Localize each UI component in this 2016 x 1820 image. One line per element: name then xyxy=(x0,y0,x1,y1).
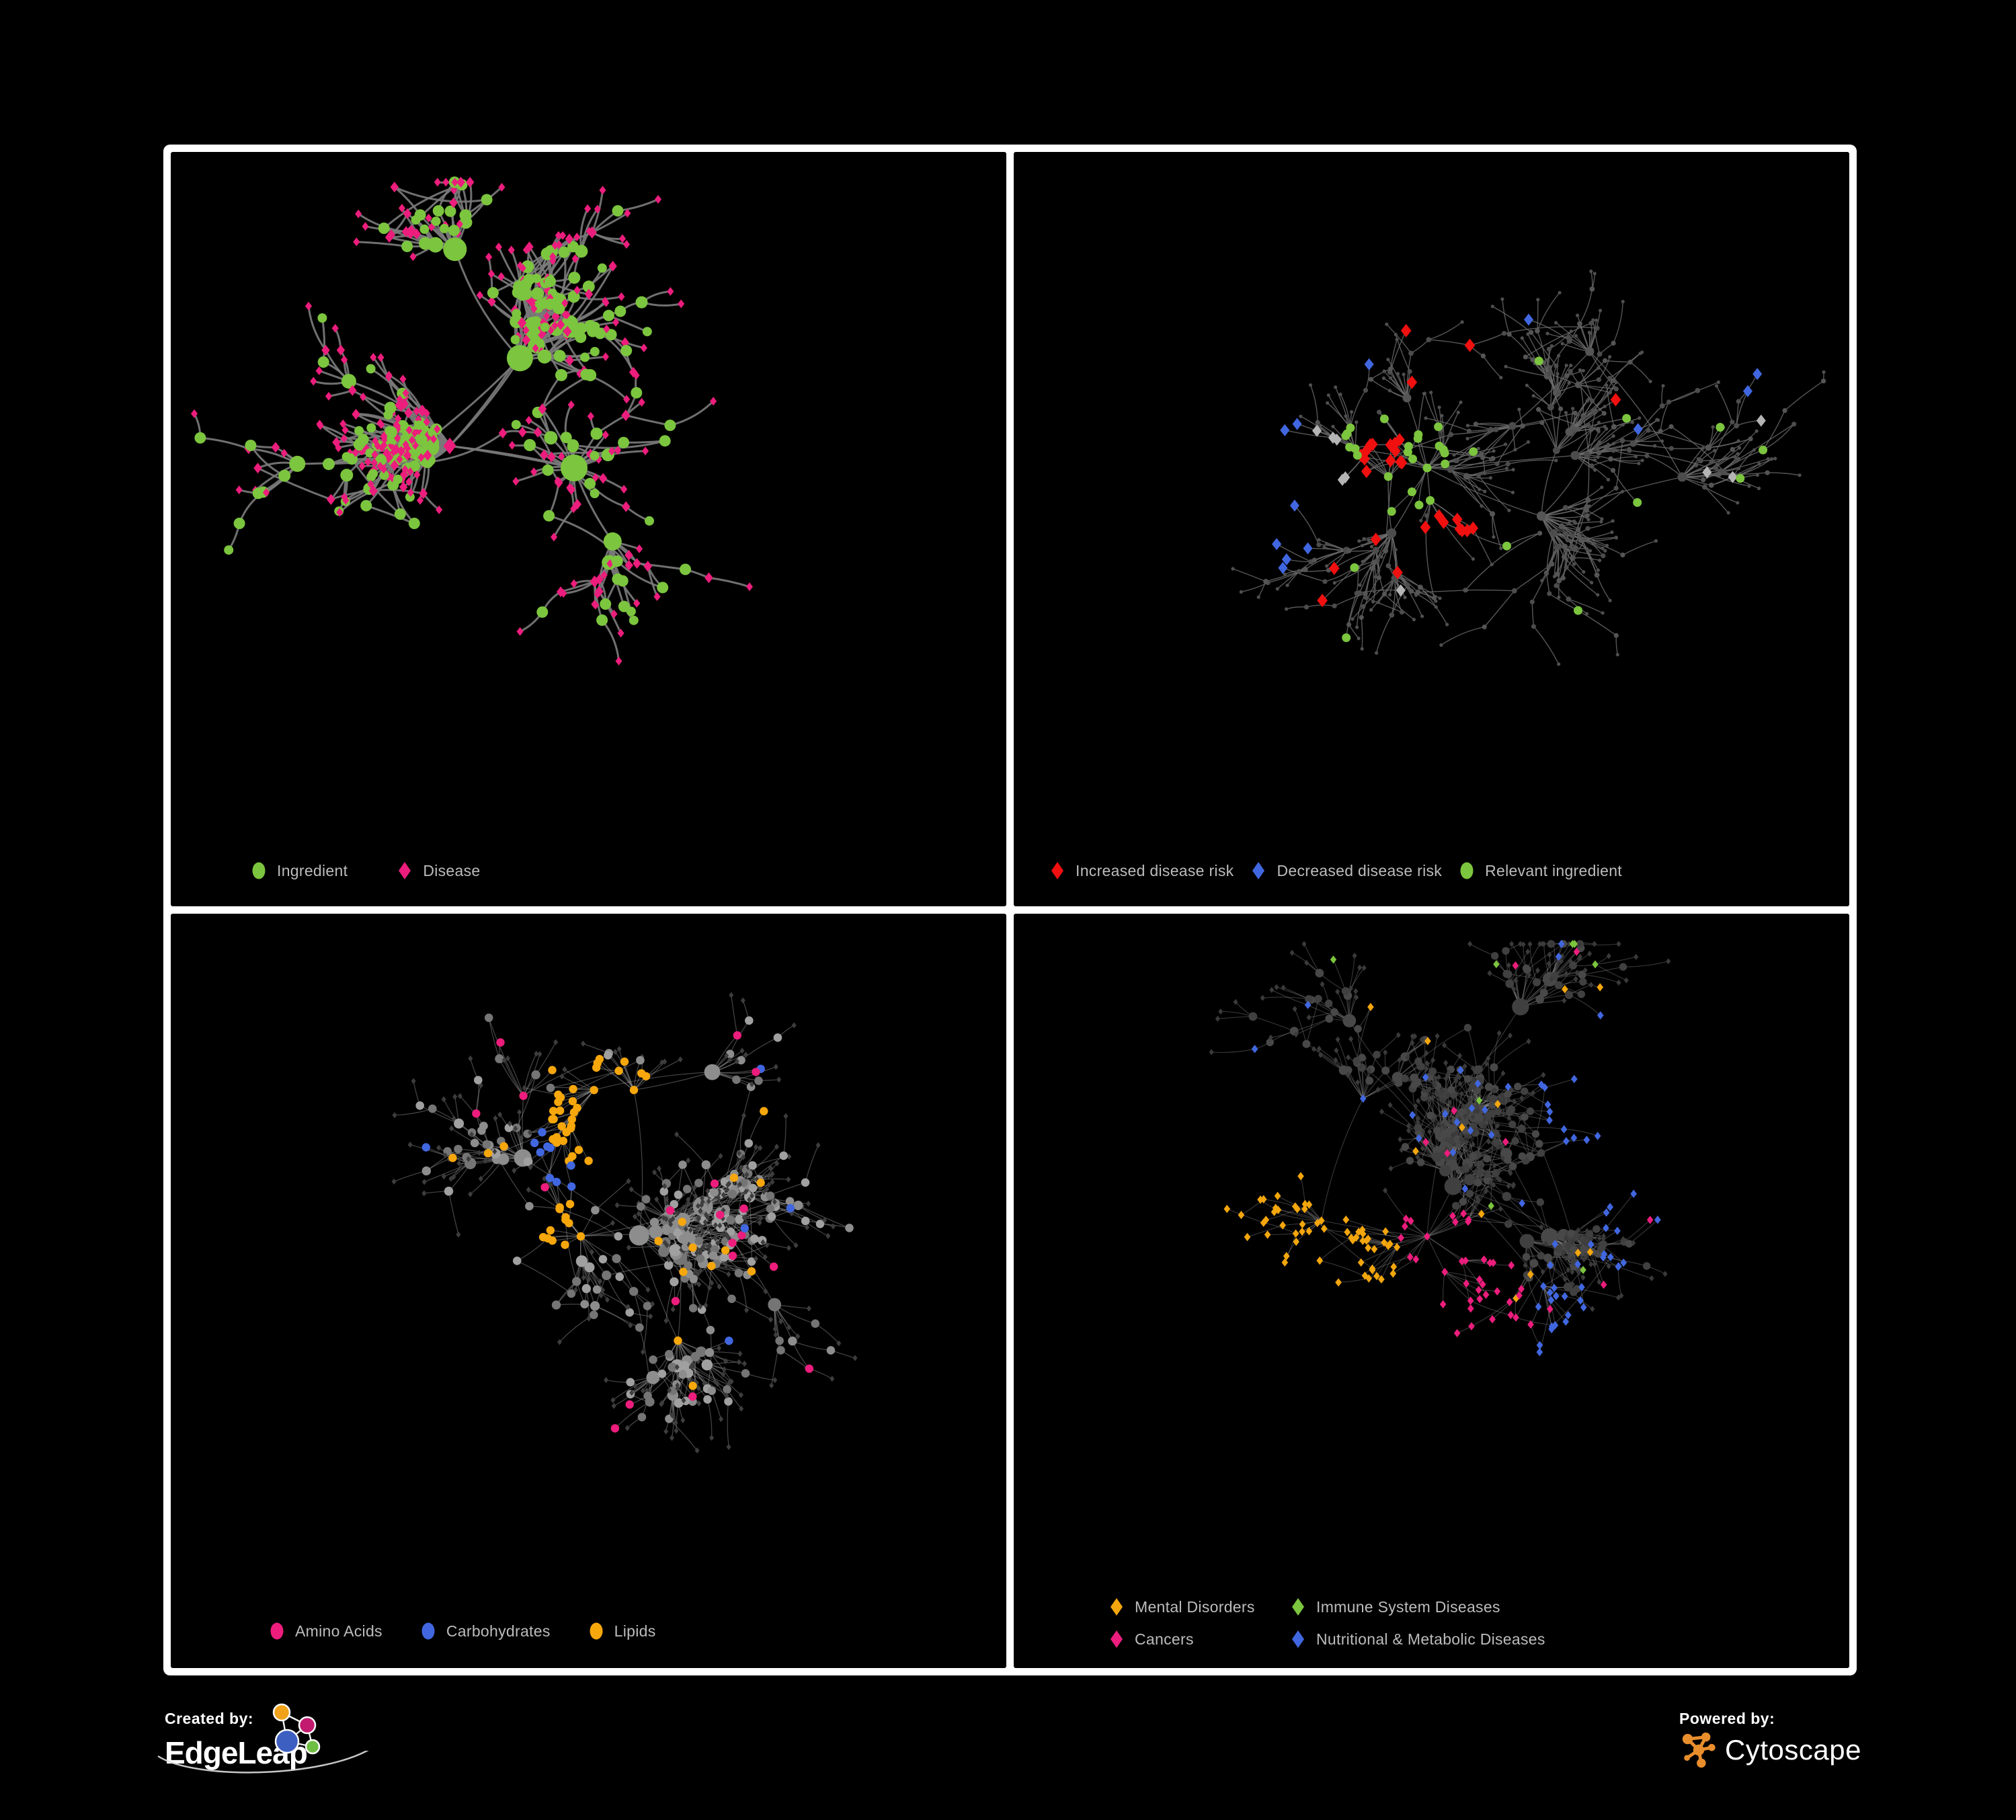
legend-label: Immune System Diseases xyxy=(1316,1597,1500,1616)
legend-label: Nutritional & Metabolic Diseases xyxy=(1316,1630,1545,1648)
relevant-ingredient-swatch-icon xyxy=(1458,861,1476,881)
lipids-swatch-icon xyxy=(588,1621,605,1641)
edgeleap-green-node xyxy=(305,1739,321,1755)
powered-by-block: Powered by: Cytoscape xyxy=(1679,1710,1861,1770)
decreased-risk-swatch-icon xyxy=(1250,861,1267,881)
legend-label: Decreased disease risk xyxy=(1277,861,1443,879)
legend-item: Relevant ingredient xyxy=(1458,861,1622,881)
legend-label: Disease xyxy=(423,861,481,879)
disease-risk-graph xyxy=(1231,269,1826,666)
edgeleap-blue-node xyxy=(274,1729,300,1754)
legend-item: Ingredient xyxy=(250,861,348,881)
edgeleap-swoosh-icon xyxy=(157,1751,369,1774)
legend-nutrient-classes: Amino Acids Carbohydrates Lipids xyxy=(268,1621,656,1641)
legend-item: Nutritional & Metabolic Diseases xyxy=(1289,1629,1545,1649)
powered-by-label: Powered by: xyxy=(1679,1710,1775,1727)
legend-item: Mental Disorders xyxy=(1108,1597,1289,1617)
legend-item: Carbohydrates xyxy=(419,1621,551,1641)
legend-ingredient-disease: Ingredient Disease xyxy=(250,861,481,881)
legend-item: Amino Acids xyxy=(268,1621,382,1641)
ingredient-swatch-icon xyxy=(250,861,268,881)
four-panel-frame: Ingredient Disease Increased disease ris… xyxy=(163,145,1857,1675)
amino-acids-swatch-icon xyxy=(268,1621,286,1641)
legend-disease-categories: Mental Disorders Immune System Diseases … xyxy=(1108,1597,1545,1649)
legend-label: Lipids xyxy=(614,1622,656,1640)
legend-item: Lipids xyxy=(588,1621,656,1641)
legend-item: Decreased disease risk xyxy=(1250,861,1442,881)
increased-risk-swatch-icon xyxy=(1049,861,1066,881)
panel-ingredient-disease: Ingredient Disease xyxy=(171,152,1006,906)
edgeleap-network-icon xyxy=(272,1703,321,1755)
legend-item: Increased disease risk xyxy=(1049,861,1234,881)
created-by-block: Created by: EdgeLeap xyxy=(157,1703,369,1778)
nutrient-class-graph xyxy=(391,992,858,1454)
cytoscape-wordmark: Cytoscape xyxy=(1725,1734,1861,1766)
legend-label: Mental Disorders xyxy=(1135,1597,1255,1616)
legend-disease-risk: Increased disease risk Decreased disease… xyxy=(1049,861,1622,881)
carbohydrates-swatch-icon xyxy=(419,1621,437,1641)
legend-label: Relevant ingredient xyxy=(1485,861,1622,879)
edgeleap-brand: EdgeLeap xyxy=(157,1703,369,1778)
panel-nutrient-classes: Amino Acids Carbohydrates Lipids xyxy=(171,914,1006,1668)
legend-label: Amino Acids xyxy=(295,1622,382,1640)
ingredient-disease-graph xyxy=(190,176,753,666)
immune-diseases-swatch-icon xyxy=(1289,1597,1307,1617)
edgeleap-magenta-node xyxy=(298,1716,317,1735)
mental-disorders-swatch-icon xyxy=(1108,1597,1125,1617)
created-by-label: Created by: xyxy=(165,1710,254,1727)
panel-disease-categories: Mental Disorders Immune System Diseases … xyxy=(1014,914,1849,1668)
nutritional-metabolic-swatch-icon xyxy=(1289,1629,1307,1649)
legend-item: Cancers xyxy=(1108,1629,1289,1649)
cancers-swatch-icon xyxy=(1108,1629,1125,1649)
legend-label: Ingredient xyxy=(277,861,348,879)
disease-swatch-icon xyxy=(396,861,413,881)
disease-category-graph xyxy=(1209,939,1671,1357)
legend-item: Immune System Diseases xyxy=(1289,1597,1545,1617)
cytoscape-logo-icon xyxy=(1682,1732,1716,1768)
legend-label: Carbohydrates xyxy=(446,1622,551,1640)
legend-label: Cancers xyxy=(1135,1630,1194,1648)
legend-label: Increased disease risk xyxy=(1076,861,1234,879)
edgeleap-orange-node xyxy=(272,1703,291,1722)
legend-item: Disease xyxy=(396,861,480,881)
panel-disease-risk: Increased disease risk Decreased disease… xyxy=(1014,152,1849,906)
cytoscape-brand: Cytoscape xyxy=(1679,1731,1861,1770)
